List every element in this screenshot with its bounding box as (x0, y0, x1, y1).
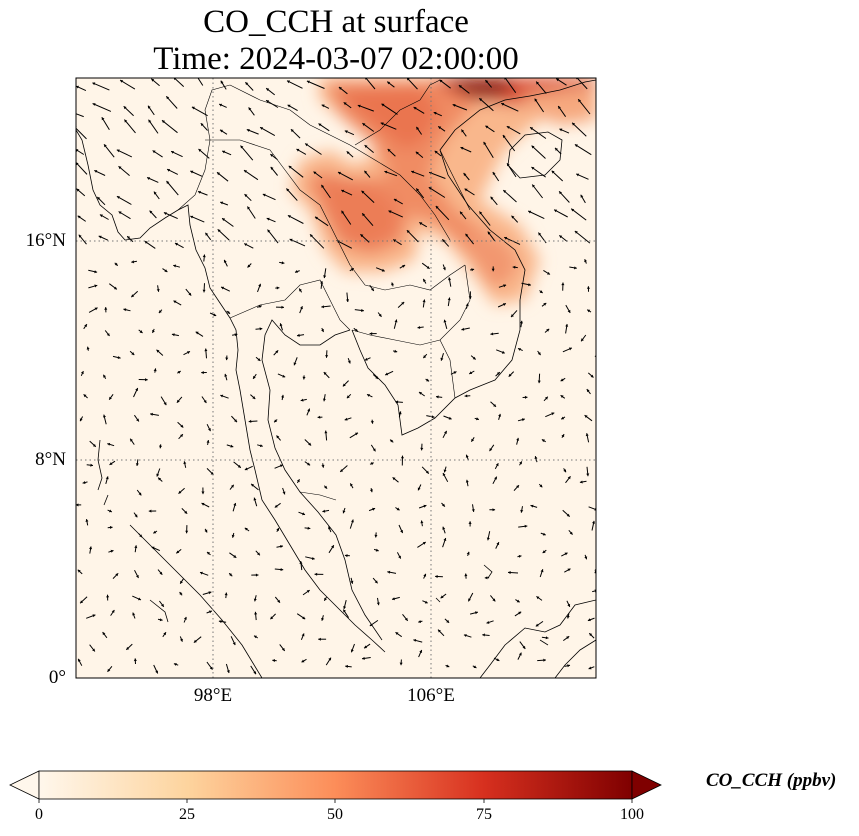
wind-vector-arrows (76, 78, 596, 675)
gridlines (76, 78, 596, 678)
lon-tick-label: 98°E (193, 685, 233, 706)
colorbar (9, 770, 662, 803)
colorbar-gradient (38, 770, 633, 800)
map-subtitle: Time: 2024-03-07 02:00:00 (153, 41, 519, 77)
lat-tick-label: 8°N (35, 449, 66, 470)
map-title: CO_CCH at surface (203, 4, 469, 40)
colorbar-tick-label: 100 (620, 806, 644, 823)
colorbar-extend-max (631, 770, 662, 800)
concentration-field (290, 78, 596, 305)
lon-tick-label: 106°E (407, 685, 455, 706)
colorbar-extend-min (9, 770, 40, 800)
colorbar-label: CO_CCH (ppbv) (706, 770, 837, 791)
country-borders (177, 79, 471, 501)
colorbar-tick-label: 75 (476, 806, 492, 823)
lat-tick-label: 0° (48, 667, 66, 688)
lat-tick-label: 16°N (25, 230, 66, 251)
colorbar-tick-label: 50 (327, 806, 343, 823)
map-frame (75, 77, 597, 679)
colorbar-tick-label: 25 (179, 806, 195, 823)
colorbar-tick-label: 0 (35, 806, 43, 823)
